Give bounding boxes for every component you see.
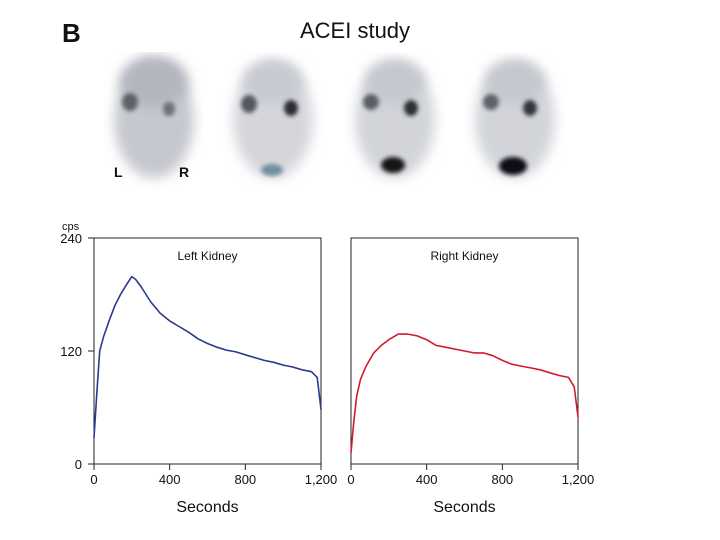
x-tick-label: 400 <box>159 472 181 487</box>
x-tick-label: 0 <box>347 472 354 487</box>
scan-frame-3 <box>345 52 445 188</box>
y-tick-label: 0 <box>75 457 82 472</box>
x-tick-label: 400 <box>416 472 438 487</box>
right-kidney-curve <box>350 333 579 454</box>
x-axis-label: Seconds <box>433 499 495 516</box>
x-tick-label: 800 <box>234 472 256 487</box>
x-axis-label: Seconds <box>176 499 238 516</box>
x-tick-label: 1,200 <box>305 472 338 487</box>
chart-title: Right Kidney <box>430 249 498 263</box>
scan-label-left: L <box>114 164 123 180</box>
scan-frame-2 <box>223 52 323 188</box>
chart-title: Left Kidney <box>177 249 237 263</box>
y-tick-label: 240 <box>60 231 82 246</box>
scan-label-right: R <box>179 164 190 180</box>
plot-frame <box>350 237 579 465</box>
x-tick-label: 800 <box>491 472 513 487</box>
right-kidney-chart: Right Kidney 0 400 800 1,200 Seconds <box>347 237 595 516</box>
left-kidney-curve <box>93 275 322 439</box>
study-title: ACEI study <box>300 18 411 43</box>
y-tick-label: 120 <box>60 344 82 359</box>
x-tick-label: 1,200 <box>562 472 595 487</box>
scan-frame-1 <box>104 52 204 188</box>
y-axis-unit-label: cps <box>62 221 80 233</box>
scan-frame-4 <box>465 52 565 188</box>
plot-frame <box>93 237 322 465</box>
panel-letter: B <box>62 18 81 48</box>
x-tick-label: 0 <box>90 472 97 487</box>
